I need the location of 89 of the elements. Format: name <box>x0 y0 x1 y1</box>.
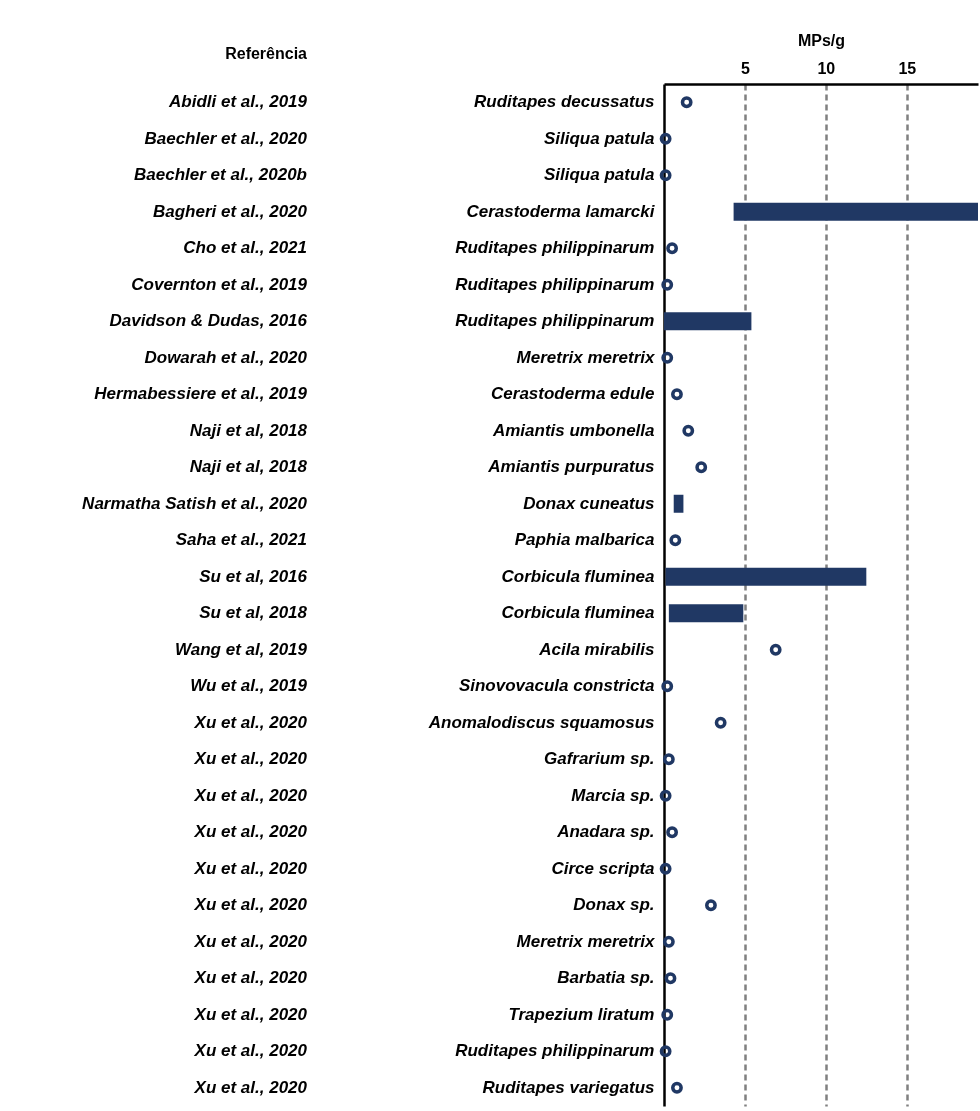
y-tick-label: Anadara sp. <box>556 822 655 842</box>
x-tick-label: 5 <box>740 59 750 77</box>
y-tick-label: Donax cuneatus <box>523 493 655 513</box>
y-tick-label: Cerastoderma edule <box>491 384 655 404</box>
y2-tick-label: Xu et al., 2020 <box>193 895 308 915</box>
y-tick-label: Corbicula fluminea <box>501 603 655 623</box>
y2-tick-label: Xu et al., 2020 <box>193 749 308 769</box>
y-tick-label: Gafrarium sp. <box>543 749 655 769</box>
bar <box>664 312 752 331</box>
y-tick-label: Circe scripta <box>551 858 655 878</box>
y-tick-label: Amiantis purpuratus <box>487 457 655 477</box>
bar <box>733 202 978 221</box>
y-tick-label: Sinovovacula constricta <box>458 676 655 696</box>
y2-tick-label: Xu et al., 2020 <box>193 858 308 878</box>
bar <box>665 567 867 586</box>
y-tick-label: Ruditapes variegatus <box>482 1077 655 1097</box>
y-tick-label: Marcia sp. <box>571 785 655 805</box>
y-tick-label: Trapezium liratum <box>508 1004 655 1024</box>
y-tick-label: Anomalodiscus squamosus <box>427 712 655 732</box>
y2-tick-label: Baechler et al., 2020 <box>144 128 308 148</box>
y2-tick-label: Xu et al., 2020 <box>193 1077 308 1097</box>
point <box>705 899 717 912</box>
y2-tick-label: Xu et al., 2020 <box>193 822 308 842</box>
y-tick-label: Cerastoderma lamarcki <box>466 201 656 221</box>
y-tick-label: Ruditapes philippinarum <box>455 238 655 258</box>
y2-tick-label: Su et al, 2016 <box>199 566 308 586</box>
y2-tick-label: Wang et al, 2019 <box>175 639 308 659</box>
text: Referência <box>225 45 308 62</box>
point <box>659 132 672 145</box>
y2-tick-label: Xu et al., 2020 <box>193 931 308 951</box>
y2-tick-label: Davidson & Dudas, 2016 <box>109 311 308 331</box>
y2-tick-label: Xu et al., 2020 <box>193 1041 308 1061</box>
y-tick-label: Ruditapes philippinarum <box>455 274 655 294</box>
point <box>666 242 679 255</box>
point <box>671 388 683 401</box>
x-tick-label: 15 <box>898 59 917 77</box>
point <box>662 753 675 766</box>
point <box>661 1008 674 1021</box>
point <box>659 169 672 182</box>
y2-tick-label: Xu et al., 2020 <box>193 1004 308 1024</box>
y-tick-label: Meretrix meretrix <box>516 347 657 367</box>
point <box>769 643 782 656</box>
point <box>682 424 695 437</box>
point <box>661 278 674 291</box>
y-tick-label: Acila mirabilis <box>538 639 655 659</box>
x-axis-title: MPs/g <box>797 31 846 49</box>
y-tick-label: Paphia malbarica <box>514 530 655 550</box>
y-tick-label: Barbatia sp. <box>557 968 655 988</box>
y2-tick-label: Xu et al., 2020 <box>193 785 308 805</box>
point <box>659 789 672 802</box>
y-tick-label: Ruditapes philippinarum <box>455 1041 655 1061</box>
point <box>666 826 679 839</box>
y-tick-label: Ruditapes philippinarum <box>455 311 655 331</box>
y2-tick-label: Naji et al, 2018 <box>189 457 308 477</box>
y2-tick-label: Narmatha Satish et al., 2020 <box>82 493 308 513</box>
y2-tick-label: Saha et al., 2021 <box>175 530 307 550</box>
y-tick-label: Amiantis umbonella <box>491 420 655 440</box>
y2-tick-label: Baechler et al., 2020b <box>134 165 307 185</box>
y-tick-label: Meretrix meretrix <box>516 931 657 951</box>
point <box>680 96 693 109</box>
point <box>695 461 708 474</box>
y2-tick-label: Hermabessiere et al., 2019 <box>94 384 308 404</box>
point <box>664 972 677 985</box>
point <box>659 1045 672 1058</box>
y2-tick-label: Dowarah et al., 2020 <box>144 347 308 367</box>
point <box>662 935 675 948</box>
y-tick-label: Donax sp. <box>573 895 655 915</box>
y2-tick-label: Wu et al., 2019 <box>190 676 308 696</box>
y2-tick-label: Naji et al, 2018 <box>189 420 308 440</box>
point <box>669 534 682 547</box>
y2-tick-label: Xu et al., 2020 <box>193 968 308 988</box>
y2-tick-label: Cho et al., 2021 <box>183 238 307 258</box>
y2-tick-label: Su et al, 2018 <box>199 603 308 623</box>
point <box>661 680 674 693</box>
y2-tick-label: Abidli et al., 2019 <box>168 92 308 112</box>
y2-tick-label: Bagheri et al., 2020 <box>152 201 308 221</box>
y-tick-label: Siliqua patula <box>543 165 655 185</box>
y-tick-label: Corbicula fluminea <box>501 566 655 586</box>
x-tick-label: 10 <box>817 59 836 77</box>
y-tick-label: Ruditapes decussatus <box>474 92 655 112</box>
y-tick-label: Siliqua patula <box>543 128 655 148</box>
y2-tick-label: Xu et al., 2020 <box>193 712 308 732</box>
y2-tick-label: Covernton et al., 2019 <box>131 274 308 294</box>
point <box>714 716 727 729</box>
point <box>671 1081 683 1094</box>
point <box>661 351 674 364</box>
bar <box>673 494 684 513</box>
bar <box>668 604 744 623</box>
point <box>659 862 672 875</box>
